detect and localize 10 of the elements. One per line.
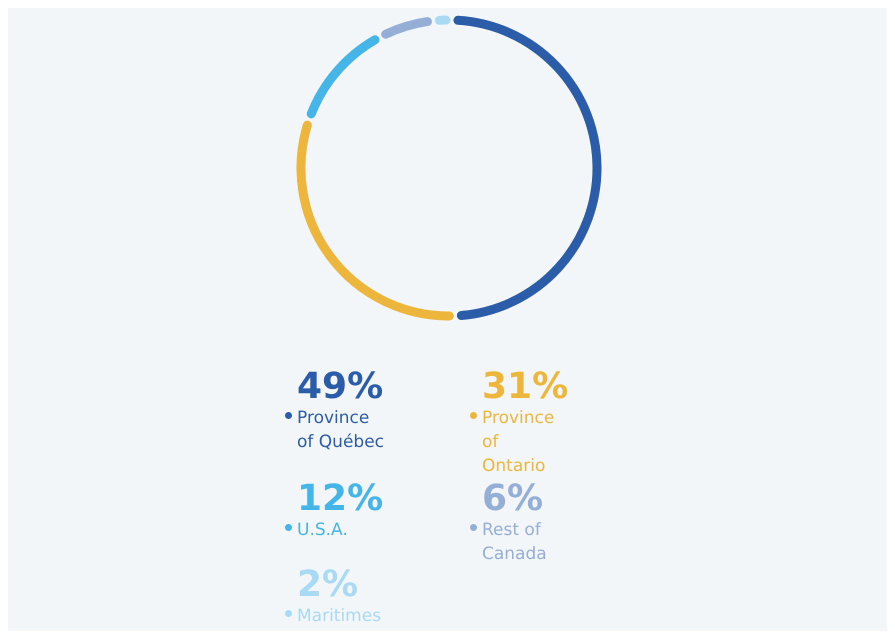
data-label: 49%: [297, 366, 384, 407]
legend-label: U.S.A.: [297, 520, 348, 540]
data-label: 12%: [297, 478, 384, 519]
legend-label: Province of Ontario: [482, 408, 554, 476]
legend-label: Province of Québec: [297, 408, 384, 452]
data-label: 31%: [482, 366, 568, 407]
data-label: 2%: [297, 564, 358, 605]
data-label: 6%: [482, 478, 544, 519]
legend-label: Rest of Canada: [482, 520, 547, 564]
legend-label: Maritimes: [297, 606, 382, 626]
